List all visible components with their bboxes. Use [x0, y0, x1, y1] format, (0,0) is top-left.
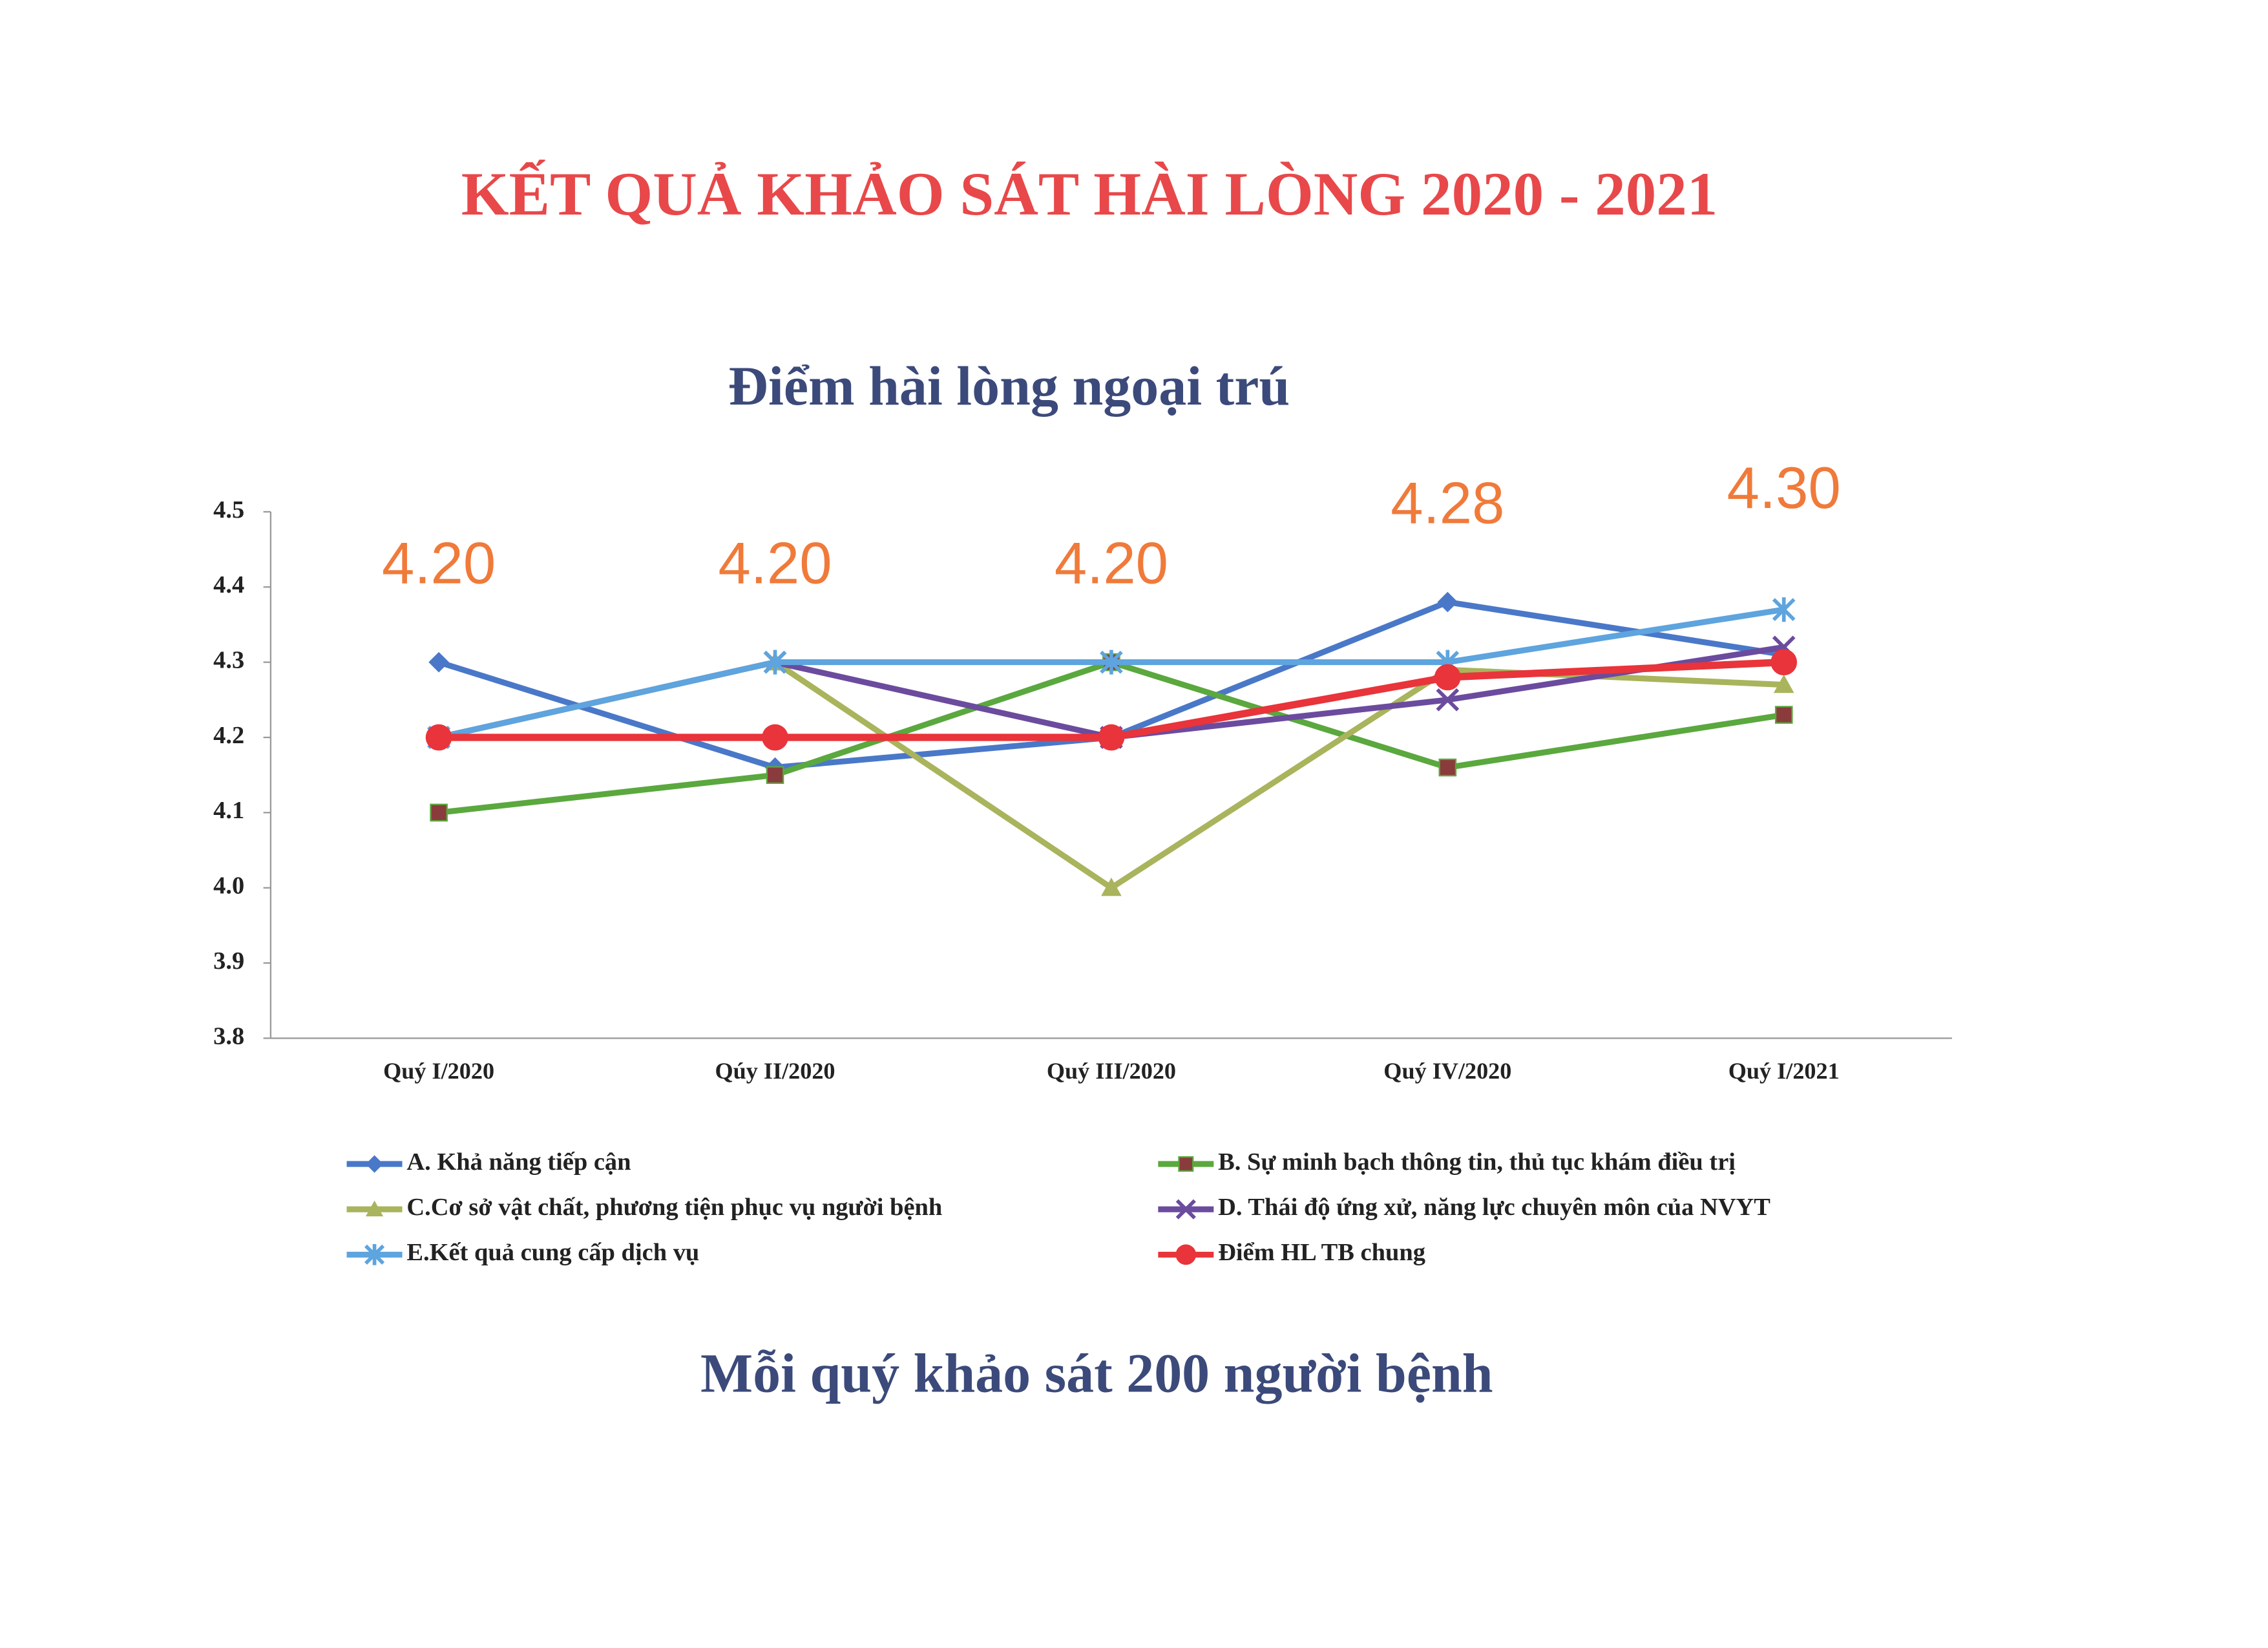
y-tick-label: 3.9 — [213, 947, 244, 975]
y-tick-label: 4.2 — [213, 722, 244, 749]
point-marker — [428, 651, 449, 673]
data-label: 4.20 — [382, 531, 496, 596]
legend-marker — [1175, 1199, 1196, 1220]
y-tick-label: 4.3 — [213, 646, 244, 673]
data-label: 4.20 — [1055, 531, 1168, 596]
legend-marker — [364, 1244, 385, 1265]
x-tick-label: Quý IV/2020 — [1383, 1058, 1511, 1084]
legend-label: D. Thái độ ứng xử, năng lực chuyên môn c… — [1218, 1194, 1770, 1221]
chart-title: Điểm hài lòng ngoại trú — [728, 355, 1290, 417]
data-label: 4.28 — [1391, 470, 1504, 536]
legend-label: C.Cơ sở vật chất, phương tiện phục vụ ng… — [406, 1194, 942, 1221]
x-tick-label: Quý I/2020 — [383, 1058, 494, 1084]
x-tick-label: Quý I/2021 — [1728, 1058, 1840, 1084]
point-marker — [1100, 650, 1123, 675]
legend-marker — [365, 1155, 384, 1173]
y-tick-label: 4.1 — [213, 797, 244, 824]
point-marker — [766, 766, 784, 785]
point-marker — [1438, 758, 1457, 777]
y-tick-label: 4.0 — [213, 872, 244, 900]
point-marker — [1773, 674, 1794, 693]
data-label: 4.30 — [1727, 456, 1841, 521]
point-marker — [1437, 591, 1458, 613]
legend-marker — [1175, 1244, 1197, 1265]
point-marker — [1101, 877, 1122, 896]
point-marker — [1098, 724, 1125, 751]
point-marker — [1772, 597, 1796, 622]
legend-marker — [365, 1200, 384, 1217]
heading: KẾT QUẢ KHẢO SÁT HÀI LÒNG 2020 - 2021 — [461, 159, 1718, 228]
point-marker — [430, 803, 448, 822]
footer: Mỗi quý khảo sát 200 người bệnh — [700, 1342, 1493, 1404]
legend-label: B. Sự minh bạch thông tin, thủ tục khám … — [1218, 1148, 1736, 1176]
point-marker — [1436, 688, 1460, 712]
legend-label: A. Khả năng tiếp cận — [406, 1148, 631, 1176]
point-marker — [1770, 649, 1798, 676]
y-tick-label: 4.5 — [213, 496, 244, 523]
point-marker — [1774, 706, 1793, 724]
y-tick-label: 4.4 — [213, 571, 244, 598]
data-label: 4.20 — [718, 531, 832, 596]
series-line — [438, 659, 1784, 891]
x-tick-label: Qúy II/2020 — [715, 1058, 835, 1084]
point-marker — [425, 724, 452, 751]
legend-marker — [1178, 1156, 1194, 1172]
legend-label: E.Kết quả cung cấp dịch vụ — [406, 1239, 699, 1266]
legend-label: Điểm HL TB chung — [1218, 1239, 1425, 1266]
point-marker — [763, 650, 787, 675]
y-tick-label: 3.8 — [213, 1022, 244, 1050]
point-marker — [1434, 664, 1461, 691]
x-tick-label: Quý III/2020 — [1047, 1058, 1176, 1084]
point-marker — [762, 724, 788, 751]
